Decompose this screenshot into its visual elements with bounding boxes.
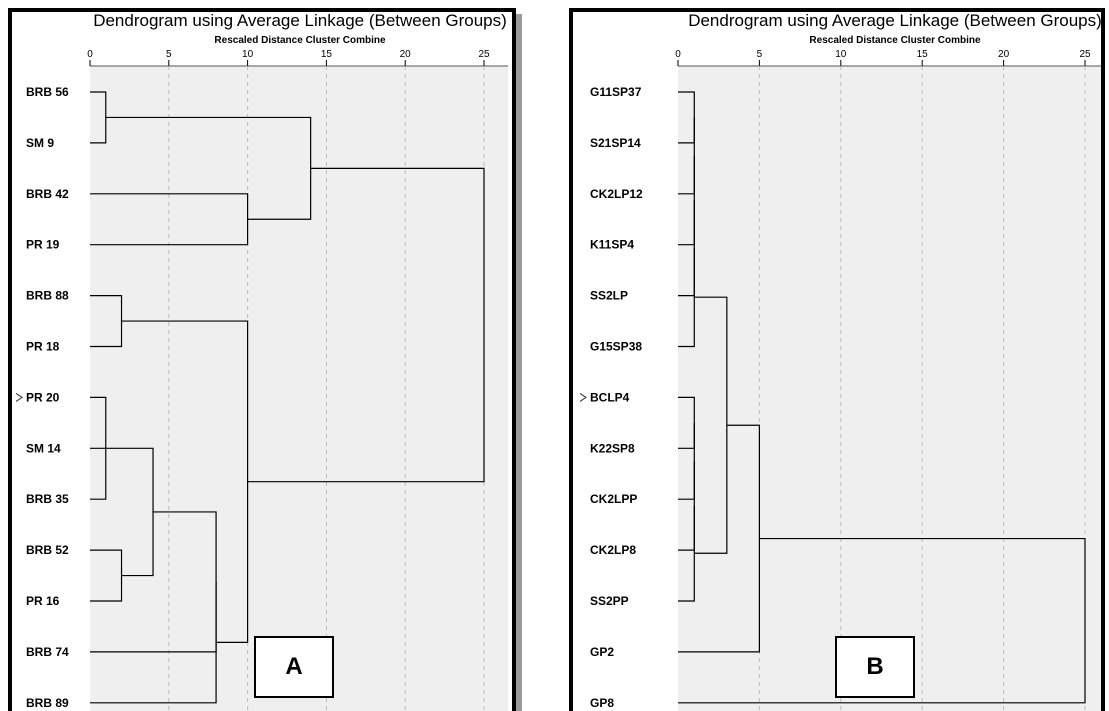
- leaf-label: G15SP38: [590, 340, 642, 354]
- chart-subtitle: Rescaled Distance Cluster Combine: [214, 35, 386, 46]
- chart-title: Dendrogram using Average Linkage (Betwee…: [93, 11, 507, 30]
- leaf-label: BRB 56: [26, 85, 69, 99]
- x-tick-label: 15: [917, 49, 929, 60]
- x-tick-label: 25: [1079, 49, 1091, 60]
- leaf-label: BRB 74: [26, 645, 69, 659]
- chart-title: Dendrogram using Average Linkage (Betwee…: [688, 11, 1102, 30]
- x-tick-label: 15: [321, 49, 333, 60]
- plot-background: [90, 66, 508, 711]
- panel-b-frame: [569, 8, 1105, 711]
- x-tick-label: 5: [757, 49, 763, 60]
- dendrogram-b-svg: Dendrogram using Average Linkage (Betwee…: [579, 11, 1102, 711]
- x-tick-label: 10: [835, 49, 847, 60]
- plot-background: [678, 66, 1101, 711]
- x-tick-label: 25: [478, 49, 490, 60]
- panel-b-label-box: B: [835, 636, 915, 698]
- panel-a-frame: [8, 8, 516, 711]
- leaf-label: BRB 42: [26, 187, 69, 201]
- leaf-label: CK2LP12: [590, 187, 643, 201]
- x-tick-label: 5: [166, 49, 172, 60]
- leaf-label: BRB 35: [26, 492, 69, 506]
- leaf-label: CK2LPP: [590, 492, 637, 506]
- leaf-label: K22SP8: [590, 441, 635, 455]
- leaf-label: PR 20: [26, 390, 60, 404]
- dendrogram-a-svg: Dendrogram using Average Linkage (Betwee…: [15, 11, 508, 711]
- dendrogram-link: [678, 247, 695, 348]
- dendrogram-link: [90, 581, 217, 704]
- leaf-label: GP2: [590, 645, 614, 659]
- dendrogram-link: [678, 505, 695, 602]
- leaf-label: PR 16: [26, 594, 60, 608]
- x-tick-label: 0: [87, 49, 93, 60]
- chart-subtitle: Rescaled Distance Cluster Combine: [809, 35, 981, 46]
- leaf-label: SS2LP: [590, 289, 628, 303]
- panel-a-label-box: A: [254, 636, 334, 698]
- dendrogram-panel-a: Dendrogram using Average Linkage (Betwee…: [0, 0, 522, 711]
- leaf-label: BRB 89: [26, 696, 69, 710]
- selected-leaf-marker: [579, 392, 587, 402]
- x-tick-label: 20: [998, 49, 1010, 60]
- dendrogram-link: [678, 537, 1086, 704]
- leaf-label: PR 18: [26, 340, 60, 354]
- leaf-label: BRB 52: [26, 543, 69, 557]
- panel-b-label: B: [866, 653, 884, 680]
- leaf-label: PR 19: [26, 238, 60, 252]
- leaf-label: BCLP4: [590, 390, 630, 404]
- leaf-label: SM 9: [26, 136, 54, 150]
- leaf-label: CK2LP8: [590, 543, 636, 557]
- selected-leaf-marker: [15, 392, 23, 402]
- dendrogram-link: [247, 167, 485, 483]
- leaf-label: SM 14: [26, 441, 61, 455]
- leaf-label: G11SP37: [590, 85, 642, 99]
- panel-a-label: A: [285, 653, 303, 680]
- leaf-label: GP8: [590, 696, 614, 710]
- leaf-label: BRB 88: [26, 289, 69, 303]
- x-tick-label: 0: [675, 49, 681, 60]
- x-tick-label: 20: [400, 49, 412, 60]
- panel-a-shadow: [516, 14, 522, 711]
- x-tick-label: 10: [242, 49, 254, 60]
- dendrogram-panel-b: Dendrogram using Average Linkage (Betwee…: [565, 0, 1109, 711]
- leaf-label: K11SP4: [590, 238, 634, 252]
- leaf-label: S21SP14: [590, 136, 641, 150]
- leaf-label: SS2PP: [590, 594, 629, 608]
